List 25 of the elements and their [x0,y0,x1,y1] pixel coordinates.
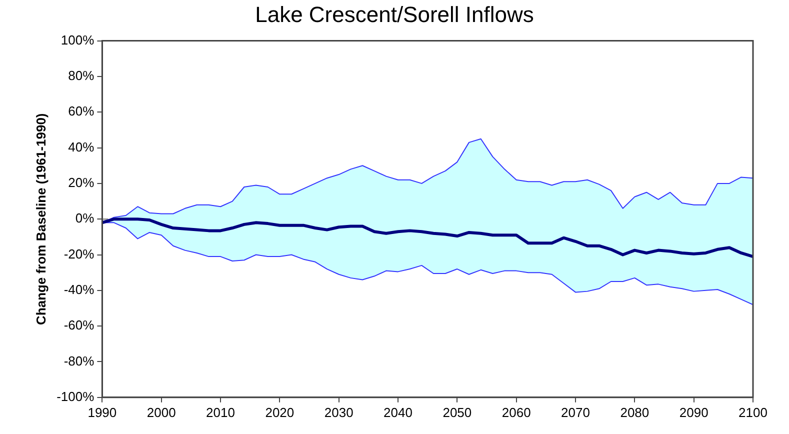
x-tick-label: 2050 [442,404,472,420]
x-tick-label: 2040 [384,404,412,420]
x-tick-label: 2030 [324,404,354,420]
x-tick-label: 2070 [561,404,590,420]
x-tick-label: 2060 [502,404,531,420]
chart-title: Lake Crescent/Sorell Inflows [254,2,535,28]
x-tick-label: 2010 [206,404,235,420]
y-tick-label: 100% [60,32,95,48]
x-tick-label: 2100 [738,404,768,420]
y-tick-label: 80% [68,68,95,84]
x-tick-label: 2000 [146,404,176,420]
y-tick-label: -100% [56,388,95,404]
y-tick-label: -20% [64,246,95,262]
x-tick-label: 2020 [265,404,294,420]
y-axis-title: Change from Baseline (1961-1990) [33,113,48,325]
x-tick-label: 2090 [679,404,708,420]
x-tick-label: 1990 [88,404,117,420]
y-tick-label: -80% [64,353,95,368]
y-tick-label: -40% [64,282,95,297]
y-tick-label: -60% [64,318,95,333]
y-tick-label: 0% [75,210,95,226]
y-tick-label: 20% [68,175,95,190]
x-tick-label: 2080 [620,404,650,420]
y-tick-label: 60% [68,104,95,119]
y-tick-label: 40% [68,139,95,154]
